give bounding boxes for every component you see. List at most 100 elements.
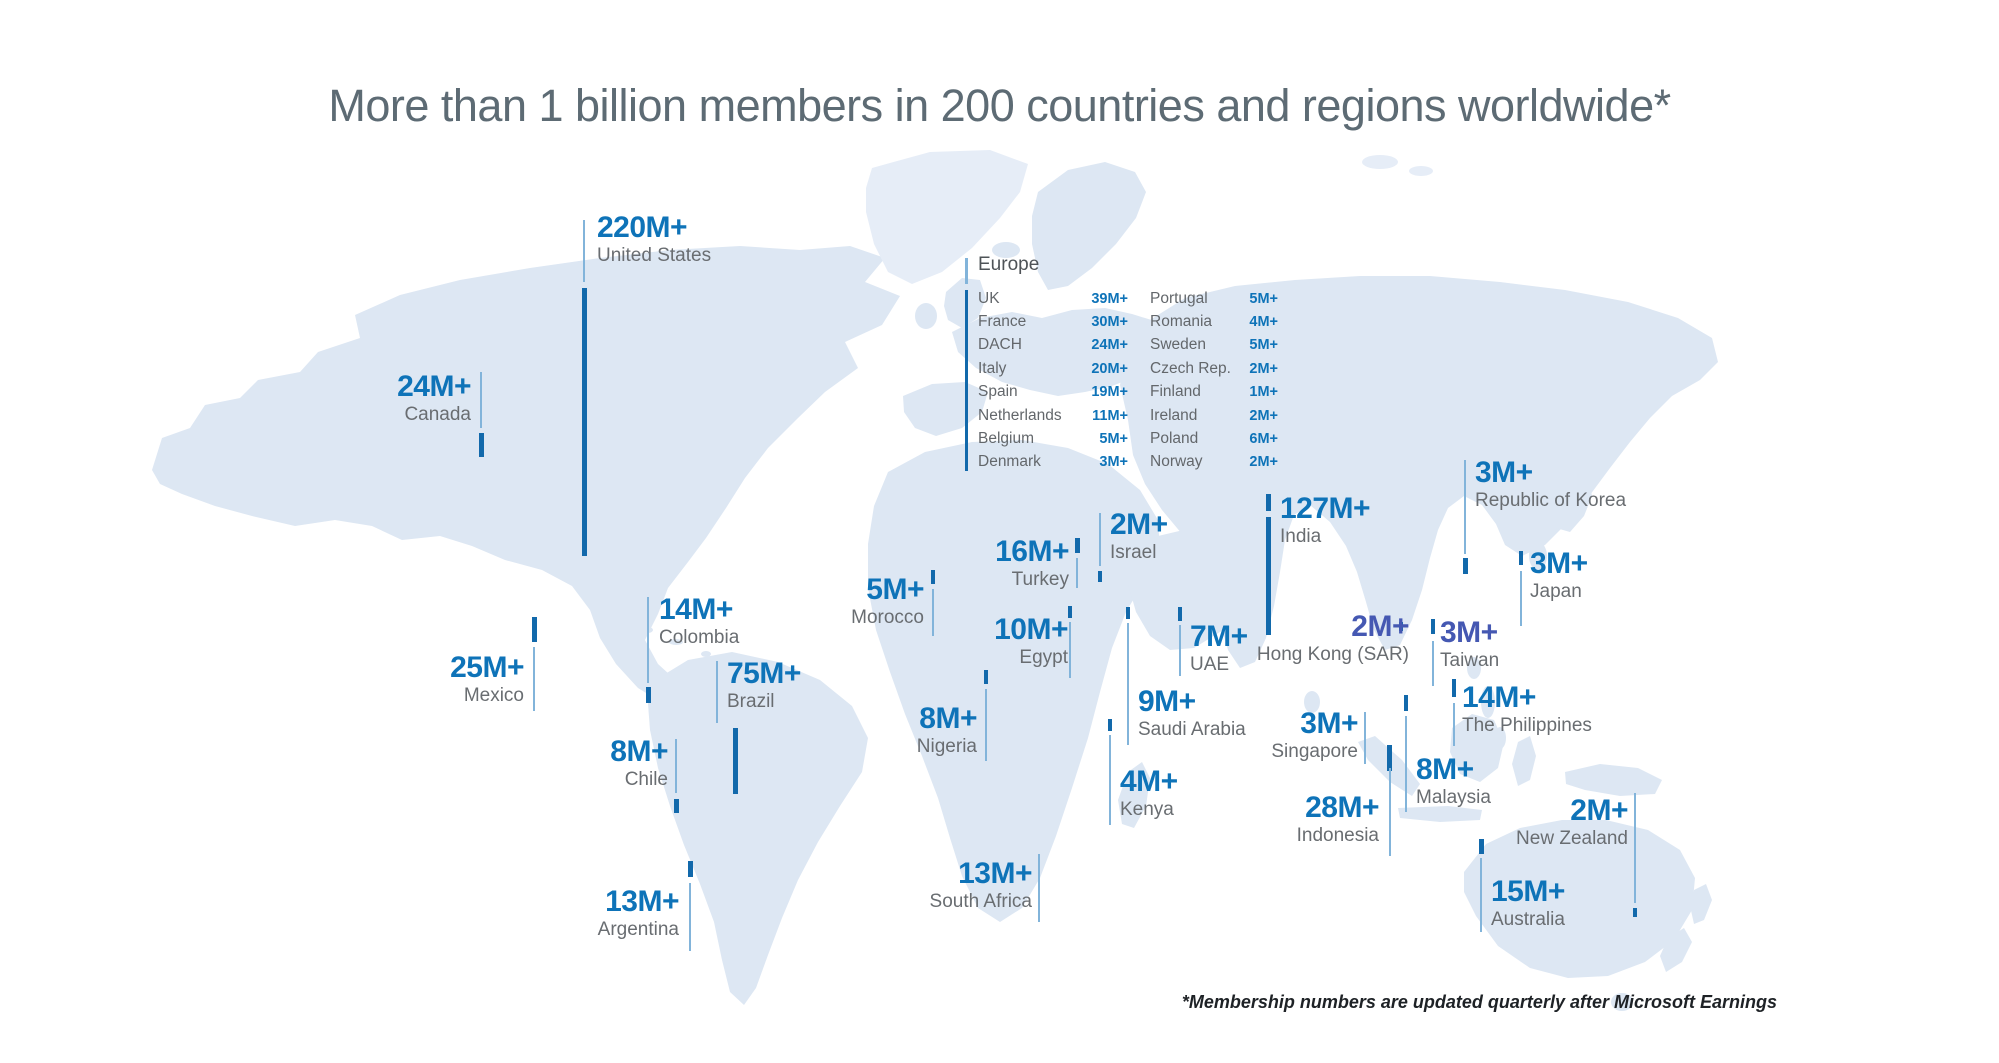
member-count: 2M+ xyxy=(1570,794,1628,827)
europe-country-name: Czech Rep. xyxy=(1150,359,1231,377)
member-count: 2M+ xyxy=(1110,508,1168,541)
map-ireland xyxy=(915,303,937,329)
country-name: The Philippines xyxy=(1462,715,1592,736)
leader-line-argentina xyxy=(688,861,693,877)
leader-line-canada xyxy=(480,372,482,428)
member-count: 5M+ xyxy=(866,573,924,606)
label-japan: 3M+ Japan xyxy=(1530,548,1588,602)
map-madagascar xyxy=(1118,762,1150,828)
member-count: 4M+ xyxy=(1120,765,1178,798)
europe-country-value: 20M+ xyxy=(1091,360,1128,377)
map-borneo xyxy=(1450,714,1504,782)
country-name: United States xyxy=(597,245,712,266)
map-tasmania xyxy=(1611,993,1633,1011)
member-count: 9M+ xyxy=(1138,685,1196,718)
country-name: Israel xyxy=(1110,542,1157,563)
map-caribbean-3 xyxy=(701,651,711,657)
member-count: 15M+ xyxy=(1491,875,1565,908)
leader-line-argentina xyxy=(689,883,691,951)
map-arctic-island-1 xyxy=(1362,155,1398,169)
leader-line-indonesia xyxy=(1389,768,1391,856)
leader-line-united-states xyxy=(582,288,587,556)
europe-column-left: UK 39M+ France 30M+ DACH 24M+ Italy 20M+ Spain 19… xyxy=(978,287,1128,474)
europe-column-right: Portugal 5M+ Romania 4M+ Sweden 5M+ Czech Rep.… xyxy=(1150,287,1278,474)
leader-line-new-zealand xyxy=(1634,793,1636,903)
label-mexico: 25M+ Mexico xyxy=(450,652,524,706)
europe-country-name: Poland xyxy=(1150,430,1199,448)
member-count: 3M+ xyxy=(1440,616,1498,649)
country-name: New Zealand xyxy=(1516,828,1628,849)
leader-line-taiwan xyxy=(1432,641,1434,686)
country-name: UAE xyxy=(1190,654,1230,675)
europe-stem-line xyxy=(965,290,968,471)
map-new-zealand-north xyxy=(1690,884,1712,924)
europe-country-value: 2M+ xyxy=(1249,454,1278,471)
country-name: Saudi Arabia xyxy=(1138,719,1246,740)
country-name: Brazil xyxy=(727,691,775,712)
leader-line-egypt xyxy=(1069,622,1071,678)
member-count: 13M+ xyxy=(605,885,679,918)
leader-line-morocco xyxy=(932,589,934,636)
leader-line-israel xyxy=(1098,571,1102,582)
map-australia xyxy=(1464,820,1695,978)
leader-line-malaysia xyxy=(1404,695,1408,711)
europe-country-name: Belgium xyxy=(978,430,1034,448)
leader-line-egypt xyxy=(1068,606,1072,618)
member-count: 7M+ xyxy=(1190,620,1248,653)
leader-line-israel xyxy=(1099,513,1101,566)
map-sulawesi xyxy=(1512,736,1536,786)
leader-line-republic-of-korea xyxy=(1464,460,1466,554)
leader-line-uae xyxy=(1179,625,1181,676)
country-name: Canada xyxy=(404,404,471,425)
leader-line-south-africa xyxy=(1038,854,1040,922)
leader-line-canada xyxy=(479,433,484,457)
europe-country-name: Spain xyxy=(978,383,1018,401)
leader-line-hong-kong xyxy=(1399,622,1403,631)
europe-header-tick xyxy=(965,258,968,284)
europe-country-value: 5M+ xyxy=(1249,337,1278,354)
europe-country-name: Sweden xyxy=(1150,336,1207,354)
europe-country-value: 5M+ xyxy=(1249,290,1278,307)
europe-country-value: 6M+ xyxy=(1249,431,1278,448)
label-colombia: 14M+ Colombia xyxy=(659,594,739,648)
europe-country-name: DACH xyxy=(978,336,1022,354)
leader-line-japan xyxy=(1519,551,1523,565)
leader-line-new-zealand xyxy=(1633,908,1637,917)
member-count: 75M+ xyxy=(727,657,801,690)
label-brazil: 75M+ Brazil xyxy=(727,658,801,712)
leader-line-mexico xyxy=(533,647,535,711)
country-name: Malaysia xyxy=(1416,787,1491,808)
member-count: 3M+ xyxy=(1530,547,1588,580)
leader-line-singapore xyxy=(1387,745,1392,771)
country-name: South Africa xyxy=(929,891,1032,912)
label-singapore: 3M+ Singapore xyxy=(1271,708,1358,762)
country-name: Colombia xyxy=(659,627,740,648)
country-name: Japan xyxy=(1530,581,1582,602)
leader-line-morocco xyxy=(931,570,935,584)
leader-line-brazil xyxy=(733,728,738,794)
leader-line-republic-of-korea xyxy=(1463,558,1468,574)
europe-header: Europe xyxy=(978,254,1040,275)
label-philippines: 14M+ The Philippines xyxy=(1462,682,1592,736)
label-canada: 24M+ Canada xyxy=(397,371,471,425)
leader-line-nigeria xyxy=(984,670,988,684)
label-new-zealand: 2M+ New Zealand xyxy=(1516,795,1628,849)
leader-line-japan xyxy=(1520,571,1522,626)
leader-line-kenya xyxy=(1108,719,1112,731)
label-kenya: 4M+ Kenya xyxy=(1120,766,1178,820)
leader-line-chile xyxy=(675,739,677,793)
country-name: Singapore xyxy=(1271,741,1358,762)
europe-country-name: Norway xyxy=(1150,453,1203,471)
map-greenland xyxy=(866,150,1028,284)
label-taiwan: 3M+ Taiwan xyxy=(1440,617,1499,671)
leader-line-india xyxy=(1266,494,1271,511)
europe-country-value: 2M+ xyxy=(1249,407,1278,424)
europe-country-value: 19M+ xyxy=(1091,384,1128,401)
map-japan xyxy=(1550,470,1592,532)
label-chile: 8M+ Chile xyxy=(610,736,668,790)
country-name: Turkey xyxy=(1011,569,1069,590)
member-count: 8M+ xyxy=(610,735,668,768)
